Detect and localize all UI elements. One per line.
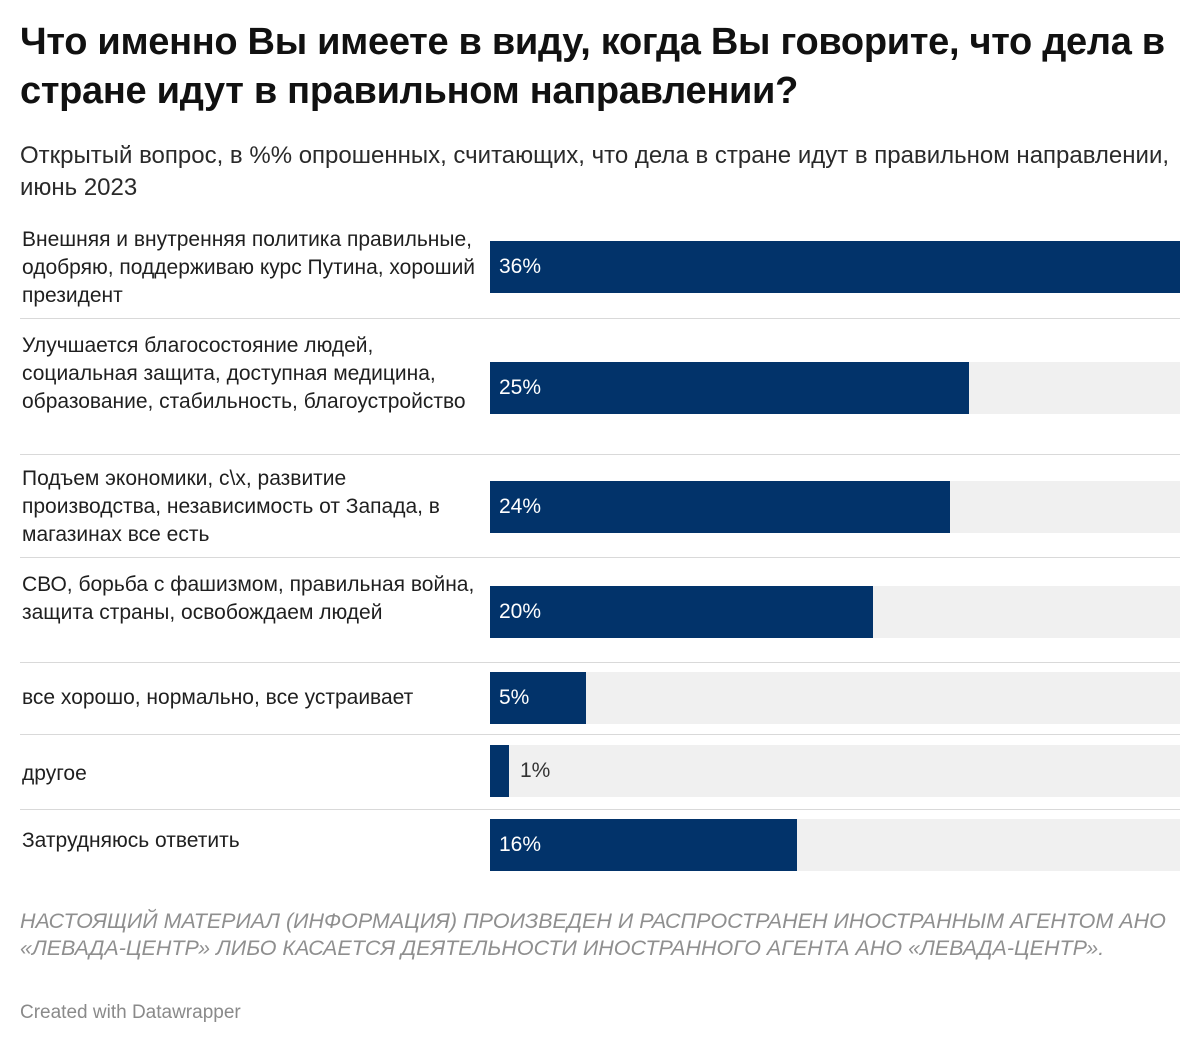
datawrapper-credit: Created with Datawrapper <box>20 1002 241 1023</box>
category-label: Внешняя и внутренняя политика правильные… <box>22 228 476 307</box>
value-label: 36% <box>499 255 542 278</box>
bar <box>490 745 509 797</box>
value-label: 16% <box>499 833 542 856</box>
chart-row: Затрудняюсь ответить 16% <box>20 818 1180 888</box>
bar <box>490 481 950 533</box>
bar-track: 24% <box>490 481 1180 533</box>
chart-row: СВО, борьба с фашизмом, правильная война… <box>20 569 1180 663</box>
value-label: 5% <box>499 686 530 709</box>
bar-track: 25% <box>490 362 1180 414</box>
bar <box>490 362 969 414</box>
bar-track: 36% <box>490 241 1180 293</box>
category-label: Улучшается благосостояние людей, социаль… <box>22 334 466 413</box>
bar <box>490 241 1180 293</box>
chart-title: Что именно Вы имеете в виду, когда Вы го… <box>20 21 1165 112</box>
category-label: все хорошо, нормально, все устраивает <box>22 686 414 709</box>
category-label: Подъем экономики, с\х, развитие производ… <box>22 467 440 546</box>
category-label: СВО, борьба с фашизмом, правильная война… <box>22 573 475 624</box>
value-label: 25% <box>499 376 542 399</box>
bar-track: 5% <box>490 672 1180 724</box>
foreign-agent-notice: НАСТОЯЩИЙ МАТЕРИАЛ (ИНФОРМАЦИЯ) ПРОИЗВЕД… <box>20 909 1166 960</box>
category-label: Затрудняюсь ответить <box>22 829 240 852</box>
value-label: 20% <box>499 600 542 623</box>
bar-track: 16% <box>490 819 1180 871</box>
bar <box>490 672 586 724</box>
chart-row: Подъем экономики, с\х, развитие производ… <box>20 464 1180 558</box>
bar <box>490 586 873 638</box>
chart-row: Улучшается благосостояние людей, социаль… <box>20 330 1180 455</box>
bar <box>490 819 797 871</box>
bar-track: 20% <box>490 586 1180 638</box>
chart-subtitle: Открытый вопрос, в %% опрошенных, считаю… <box>20 142 1170 201</box>
chart-row: Внешняя и внутренняя политика правильные… <box>20 226 1180 319</box>
value-label: 1% <box>520 759 551 782</box>
bar-track: 1% <box>490 745 1180 797</box>
chart-row: другое 1% <box>20 745 1180 810</box>
value-label: 24% <box>499 495 542 518</box>
category-label: другое <box>22 762 87 785</box>
chart-row: все хорошо, нормально, все устраивает 5% <box>20 670 1180 735</box>
